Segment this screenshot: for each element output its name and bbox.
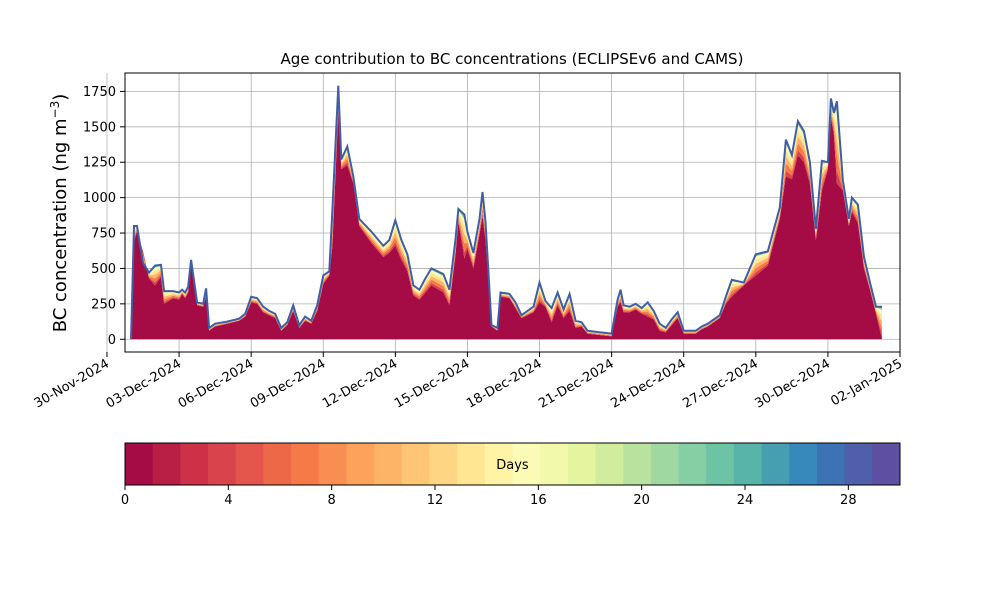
x-tick-label: 15-Dec-2024 bbox=[392, 356, 472, 411]
x-tick-label: 03-Dec-2024 bbox=[104, 356, 184, 411]
colorbar: 0 4 8 12 16 20 24 28 Days bbox=[121, 442, 901, 508]
colorbar-segment bbox=[125, 443, 154, 485]
total-outline bbox=[130, 85, 882, 340]
x-axis-ticks: 30-Nov-202403-Dec-202406-Dec-202409-Dec-… bbox=[32, 352, 905, 412]
colorbar-segment bbox=[484, 443, 513, 485]
colorbar-segment bbox=[650, 443, 680, 485]
x-tick-label: 12-Dec-2024 bbox=[320, 356, 400, 411]
colorbar-tick-label: 12 bbox=[427, 493, 444, 508]
colorbar-tick-label: 4 bbox=[224, 493, 232, 508]
colorbar-segment bbox=[678, 443, 707, 485]
x-tick-label: 18-Dec-2024 bbox=[464, 356, 544, 411]
colorbar-segment bbox=[457, 443, 486, 485]
colorbar-segment bbox=[706, 443, 735, 485]
colorbar-segment bbox=[291, 443, 320, 485]
colorbar-segment bbox=[208, 443, 237, 485]
colorbar-segment bbox=[623, 443, 652, 485]
x-tick-label: 02-Jan-2025 bbox=[828, 356, 905, 409]
colorbar-segment bbox=[567, 443, 597, 485]
colorbar-segment bbox=[844, 443, 873, 485]
axes bbox=[124, 72, 901, 353]
y-tick-label: 1750 bbox=[83, 85, 116, 100]
y-axis-label: BC concentration (ng m−3) bbox=[48, 94, 71, 333]
y-tick-label: 1250 bbox=[83, 156, 116, 171]
y-tick-label: 0 bbox=[108, 333, 116, 348]
colorbar-segment bbox=[789, 443, 818, 485]
x-tick-label: 30-Dec-2024 bbox=[753, 356, 833, 411]
colorbar-segment bbox=[540, 443, 569, 485]
y-tick-label: 750 bbox=[91, 227, 116, 242]
colorbar-tick-label: 24 bbox=[737, 493, 754, 508]
y-tick-label: 500 bbox=[91, 262, 116, 277]
colorbar-segment bbox=[872, 443, 901, 485]
y-tick-label: 1000 bbox=[83, 191, 116, 206]
colorbar-segment bbox=[512, 443, 541, 485]
colorbar-segment bbox=[235, 443, 264, 485]
colorbar-segment bbox=[761, 443, 790, 485]
x-tick-label: 27-Dec-2024 bbox=[680, 356, 760, 411]
colorbar-segment bbox=[152, 443, 181, 485]
colorbar-tick-label: 8 bbox=[328, 493, 336, 508]
area-layers bbox=[130, 85, 882, 340]
colorbar-segment bbox=[374, 443, 403, 485]
colorbar-segment bbox=[346, 443, 375, 485]
y-axis-ticks: 0 250 500 750 1000 1250 1500 1750 bbox=[83, 85, 125, 348]
x-tick-label: 09-Dec-2024 bbox=[248, 356, 328, 411]
y-tick-label: 250 bbox=[91, 297, 116, 312]
colorbar-segment bbox=[263, 443, 292, 485]
x-tick-label: 21-Dec-2024 bbox=[536, 356, 616, 411]
x-tick-label: 24-Dec-2024 bbox=[608, 356, 688, 411]
colorbar-tick-label: 20 bbox=[633, 493, 650, 508]
y-axis-label-text: BC concentration (ng m bbox=[50, 118, 71, 332]
y-axis-label-close: ) bbox=[50, 94, 71, 101]
colorbar-frame bbox=[124, 442, 901, 486]
colorbar-label: Days bbox=[496, 458, 529, 473]
colorbar-segment bbox=[595, 443, 624, 485]
colorbar-tick-label: 16 bbox=[530, 493, 547, 508]
colorbar-segment bbox=[733, 443, 763, 485]
chart-title: Age contribution to BC concentrations (E… bbox=[281, 50, 744, 68]
area-age-0 bbox=[131, 112, 882, 340]
colorbar-segment bbox=[816, 443, 846, 485]
colorbar-tick-label: 28 bbox=[840, 493, 857, 508]
colorbar-segment bbox=[318, 443, 347, 485]
colorbar-segment bbox=[401, 443, 430, 485]
y-tick-label: 1500 bbox=[83, 120, 116, 135]
plot-frame bbox=[124, 72, 901, 353]
x-tick-label: 06-Dec-2024 bbox=[176, 356, 256, 411]
colorbar-segment bbox=[180, 443, 209, 485]
colorbar-tick-label: 0 bbox=[121, 493, 129, 508]
x-tick-label: 30-Nov-2024 bbox=[32, 356, 112, 411]
colorbar-segment bbox=[429, 443, 458, 485]
y-axis-label-exponent: −3 bbox=[48, 101, 62, 119]
